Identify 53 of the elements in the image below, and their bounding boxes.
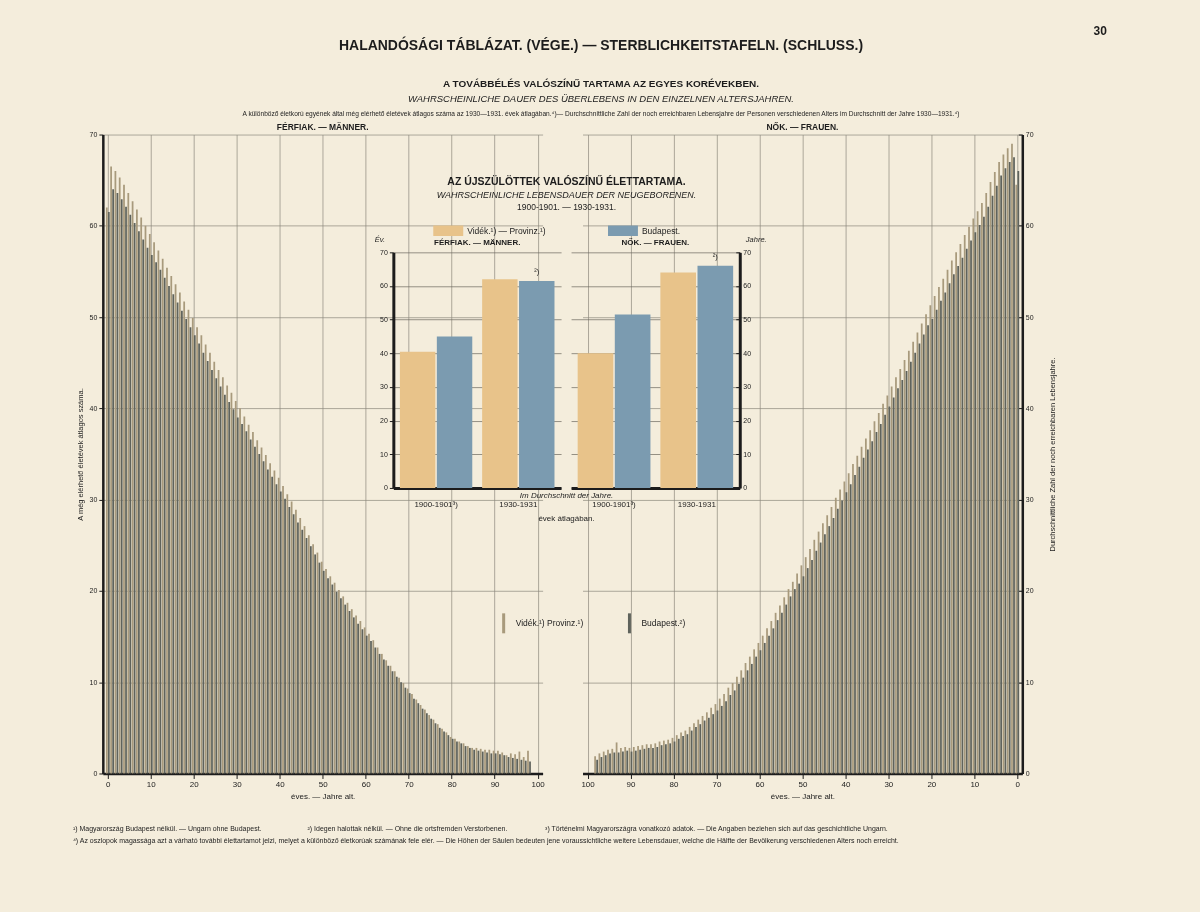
x-tick-label: 1900-1901³): [592, 500, 637, 510]
text: HALANDÓSÁGI TÁBLÁZAT. (VÉGE.) — STERBLICHKEITSTAFELN. (SCHLUSS.): [338, 35, 864, 53]
x-tick-label: 30: [232, 779, 243, 789]
x-tick-label: 70: [712, 779, 722, 789]
x-tick-label: 1900-1901³): [414, 500, 459, 510]
text: FÉRFIAK. — MÄNNER.: [276, 121, 369, 132]
x-tick-label: 20: [927, 779, 937, 789]
legend-label: Vidék.¹) — Provinz.¹): [467, 225, 546, 236]
x-tick-label: 1930-1931: [499, 500, 538, 510]
x-tick-label: 100: [581, 779, 596, 789]
bar: [519, 280, 555, 488]
text: WAHRSCHEINLICHE LEBENSDAUER DER NEUGEBORENEN.: [436, 190, 697, 201]
x-tick-label: 90: [626, 779, 636, 789]
bar: [399, 351, 436, 488]
x-tick-label: 0: [1015, 779, 1021, 789]
bar: [660, 272, 697, 488]
x-tick-label: 80: [447, 779, 458, 789]
annotation: évek átlagában.: [538, 513, 595, 523]
x-tick-label: 60: [755, 779, 765, 789]
x-tick-label: 80: [669, 779, 679, 789]
bar: [577, 353, 614, 488]
x-tick-label: 60: [361, 779, 372, 789]
x-tick-label: 40: [275, 779, 286, 789]
text: NŐK. — FRAUEN.: [621, 238, 690, 248]
bar: [436, 336, 473, 488]
x-tick-label: 100: [531, 779, 546, 789]
x-tick-label: 90: [490, 779, 501, 789]
bar: [614, 314, 651, 488]
text: A TOVÁBBÉLÉS VALÓSZÍNŰ TARTAMA AZ EGYES KORÉVEKBEN.: [442, 77, 760, 89]
x-tick-label: 10: [970, 779, 980, 789]
bar: [697, 265, 734, 488]
bar: [482, 279, 518, 488]
text: NŐK. — FRAUEN.: [766, 120, 839, 132]
x-tick-label: 30: [884, 779, 894, 789]
x-tick-label: 1930-1931: [677, 500, 717, 510]
annotation: Im Durchschnitt der Jahre.: [519, 490, 614, 500]
x-tick-label: 70: [404, 779, 415, 789]
x-tick-label: 20: [189, 779, 200, 789]
text: WAHRSCHEINLICHE DAUER DES ÜBERLEBENS IN DEN EINZELNEN ALTERSJAHREN.: [407, 92, 795, 104]
x-tick-label: 50: [798, 779, 808, 789]
text: 30: [1093, 23, 1108, 38]
legend-label: Budapest.²): [641, 618, 686, 629]
legend-label: Vidék.¹) Provinz.¹): [515, 618, 584, 629]
x-tick-label: 10: [146, 779, 157, 789]
x-axis-title: éves. — Jahre alt.: [291, 791, 356, 801]
text: FÉRFIAK. — MÄNNER.: [434, 238, 521, 248]
x-axis-title: éves. — Jahre alt.: [770, 791, 836, 801]
x-tick-label: 50: [318, 779, 329, 789]
legend-label: Budapest.: [641, 225, 681, 236]
x-tick-label: 40: [841, 779, 851, 789]
annotation: 1900-1901. — 1930-1931.: [517, 202, 616, 213]
text: AZ ÚJSZÜLÖTTEK VALÓSZÍNŰ ÉLETTARTAMA.: [447, 175, 686, 188]
x-tick-label: 0: [106, 779, 112, 789]
